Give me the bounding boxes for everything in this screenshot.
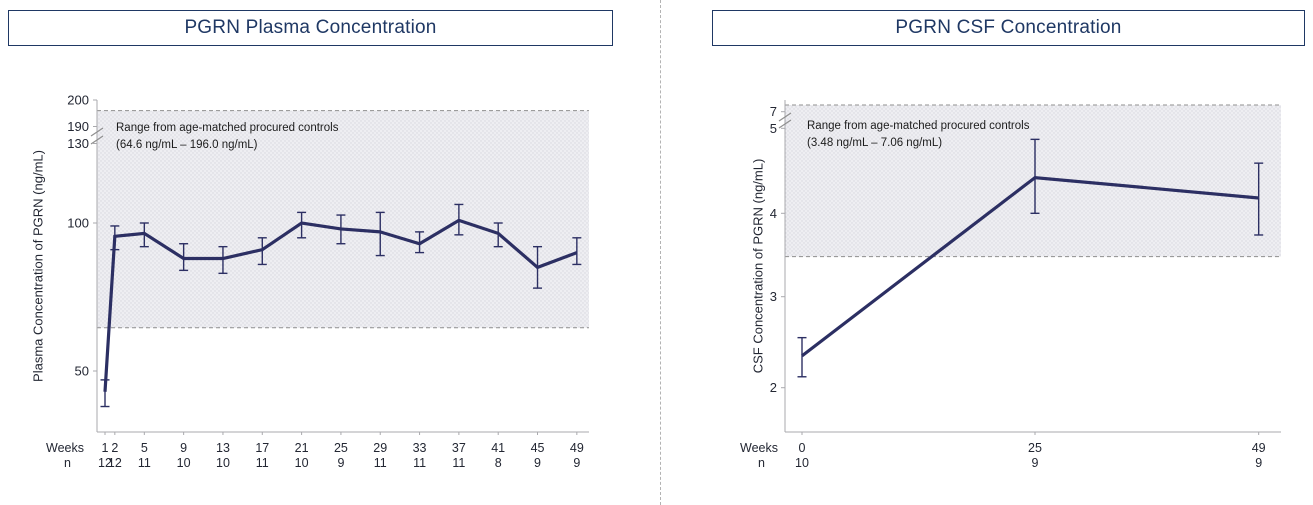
csf-title-box: PGRN CSF Concentration xyxy=(712,10,1305,46)
series-line xyxy=(103,218,578,392)
y-axis-title: CSF Concentration of PGRN (ng/mL) xyxy=(751,159,766,374)
n-value-label: 10 xyxy=(295,456,309,470)
reference-band xyxy=(97,110,589,328)
y-tick-label: 4 xyxy=(770,206,777,221)
n-value-label: 11 xyxy=(413,456,426,470)
week-tick-label: 2 xyxy=(111,441,118,455)
band-annotation-line1: Range from age-matched procured controls xyxy=(116,122,339,134)
n-value-label: 10 xyxy=(216,456,230,470)
week-tick-label: 9 xyxy=(180,441,187,455)
week-tick-label: 25 xyxy=(334,441,348,455)
n-value-label: 9 xyxy=(1032,456,1039,470)
plasma-concentration-chart: 2001901301005011221251191013101711211025… xyxy=(31,93,589,470)
week-tick-label: 29 xyxy=(373,441,387,455)
n-value-label: 11 xyxy=(138,456,151,470)
y-tick-label: 3 xyxy=(770,289,777,304)
axis-break-mark xyxy=(778,112,792,122)
week-tick-label: 21 xyxy=(295,441,309,455)
band-annotation-line2: (64.6 ng/mL – 196.0 ng/mL) xyxy=(116,139,258,151)
y-tick-label: 7 xyxy=(770,104,777,119)
y-tick-label: 200 xyxy=(67,93,89,108)
y-axis-title: Plasma Concentration of PGRN (ng/mL) xyxy=(31,150,46,382)
y-tick-label: 5 xyxy=(770,121,777,136)
y-tick-label: 190 xyxy=(67,119,89,134)
n-value-label: 10 xyxy=(795,456,809,470)
n-value-label: 12 xyxy=(98,456,112,470)
week-tick-label: 33 xyxy=(413,441,427,455)
axis-break-mark xyxy=(90,127,104,137)
n-value-label: 10 xyxy=(177,456,191,470)
y-tick-label: 130 xyxy=(67,136,89,151)
series-line xyxy=(801,175,1259,358)
n-value-label: 9 xyxy=(337,456,344,470)
week-tick-label: 17 xyxy=(255,441,269,455)
y-tick-label: 2 xyxy=(770,380,777,395)
panel-divider xyxy=(660,0,661,505)
n-value-label: 12 xyxy=(108,456,122,470)
plasma-title-box: PGRN Plasma Concentration xyxy=(8,10,613,46)
n-value-label: 8 xyxy=(495,456,502,470)
n-value-label: 11 xyxy=(374,456,387,470)
week-tick-label: 5 xyxy=(141,441,148,455)
week-tick-label: 1 xyxy=(102,441,109,455)
n-value-label: 11 xyxy=(256,456,269,470)
weeks-row-header: Weeks xyxy=(740,441,778,455)
week-tick-label: 41 xyxy=(491,441,505,455)
n-row-header: n xyxy=(64,456,71,470)
weeks-row-header: Weeks xyxy=(46,441,84,455)
week-tick-label: 49 xyxy=(1252,441,1266,455)
csf-chart-title: PGRN CSF Concentration xyxy=(895,17,1122,38)
y-tick-label: 50 xyxy=(75,364,89,379)
axis-break-mark xyxy=(90,135,104,145)
n-value-label: 9 xyxy=(573,456,580,470)
week-tick-label: 49 xyxy=(570,441,584,455)
week-tick-label: 25 xyxy=(1028,441,1042,455)
n-value-label: 9 xyxy=(534,456,541,470)
week-tick-label: 45 xyxy=(531,441,545,455)
y-tick-label: 100 xyxy=(67,216,89,231)
week-tick-label: 37 xyxy=(452,441,466,455)
n-value-label: 11 xyxy=(452,456,465,470)
axis-break-mark xyxy=(778,119,792,129)
band-annotation-line1: Range from age-matched procured controls xyxy=(807,120,1030,132)
n-row-header: n xyxy=(758,456,765,470)
week-tick-label: 0 xyxy=(799,441,806,455)
plasma-chart-title: PGRN Plasma Concentration xyxy=(184,17,437,38)
n-value-label: 9 xyxy=(1255,456,1262,470)
week-tick-label: 13 xyxy=(216,441,230,455)
band-annotation-line2: (3.48 ng/mL – 7.06 ng/mL) xyxy=(807,137,942,149)
